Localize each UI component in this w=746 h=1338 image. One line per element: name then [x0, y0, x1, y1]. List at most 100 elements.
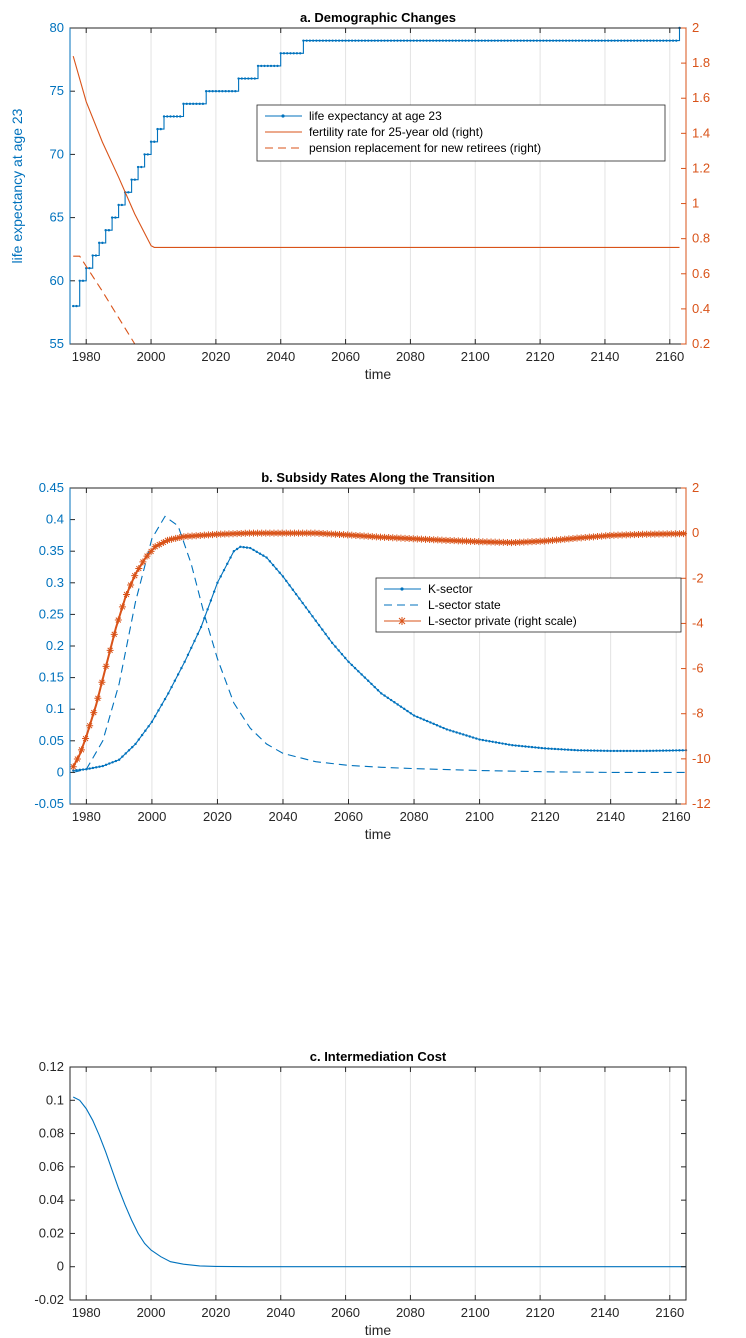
series-point [503, 39, 506, 42]
series-point [298, 52, 302, 55]
series-point [629, 749, 632, 753]
series-point [372, 533, 380, 541]
series-point [599, 749, 603, 752]
series-point [209, 599, 213, 602]
panel-c-intermediation-cost: 1980 2000 2020 2040 2060 2080 2100 2120 2140 2160… [34, 1049, 687, 1338]
series-point [269, 64, 273, 68]
series-line-0 [73, 28, 681, 307]
series-point [487, 39, 490, 42]
series-point [434, 536, 442, 544]
series-point [409, 712, 412, 715]
series-point [386, 696, 390, 700]
series-point [626, 39, 629, 42]
series-point [569, 535, 577, 543]
x-tick-label: 2140 [596, 809, 625, 824]
series-point [450, 537, 458, 545]
series-point [545, 39, 548, 42]
series-point [428, 39, 432, 42]
series-point [475, 737, 478, 740]
series-point [243, 77, 247, 80]
x-tick-label: 2000 [137, 349, 166, 364]
series-point [376, 689, 380, 692]
series-point [278, 571, 281, 574]
y-tick-label: 0.25 [39, 606, 64, 621]
series-point [491, 538, 499, 546]
series-point [422, 718, 426, 721]
y-tick-label: 0.08 [39, 1126, 64, 1141]
series-point [393, 39, 396, 42]
series-point [405, 535, 413, 543]
legend-entry: L-sector private (right scale) [428, 614, 577, 628]
series-point [373, 685, 376, 689]
y-tick-label: 0.1 [46, 1092, 64, 1107]
series-point [130, 178, 133, 181]
series-point [289, 52, 292, 55]
series-point [509, 39, 513, 42]
y-tick-label: 55 [50, 336, 64, 351]
series-point [216, 581, 219, 584]
series-point [589, 749, 593, 752]
series-point [305, 39, 308, 42]
series-point [568, 39, 571, 42]
series-point [593, 749, 596, 752]
series-point [262, 554, 265, 557]
series-point [630, 531, 638, 539]
series-point [234, 90, 237, 93]
series-point [114, 616, 122, 624]
legend-box [375, 577, 682, 633]
series-point [235, 547, 239, 551]
series-point [659, 530, 667, 538]
series-point [75, 304, 78, 308]
series-point [616, 39, 620, 42]
series-point [110, 630, 118, 638]
series-point [406, 709, 409, 713]
series-point [435, 39, 438, 42]
series-point [478, 738, 481, 741]
series-point [639, 39, 642, 42]
x-axis-label: time [365, 1322, 392, 1338]
series-point [520, 538, 528, 546]
series-point [282, 529, 290, 537]
series-point [471, 736, 475, 739]
series-point [143, 552, 151, 560]
series-point [121, 755, 124, 758]
series-point [163, 697, 167, 701]
series-point [147, 725, 150, 728]
series-point [240, 77, 244, 80]
series-point [350, 663, 353, 667]
series-point [288, 584, 291, 587]
series-point [232, 550, 236, 553]
series-point [638, 749, 642, 753]
series-point [221, 90, 224, 93]
series-point [199, 625, 203, 629]
series-point [454, 537, 462, 545]
series-point [566, 748, 570, 751]
series-point [286, 529, 294, 537]
series-point [386, 39, 389, 42]
series-point [72, 304, 75, 308]
series-point [417, 535, 425, 543]
series-point [448, 729, 452, 732]
x-tick-label: 2060 [331, 1305, 360, 1320]
series-point [182, 102, 185, 106]
x-tick-label: 2100 [465, 809, 494, 824]
series-point [337, 649, 340, 652]
y-tick-label: 0.35 [39, 543, 64, 558]
series-point [368, 533, 376, 541]
series-point [131, 745, 134, 749]
series-point [356, 532, 364, 540]
series-point [88, 266, 91, 270]
series-point [258, 552, 262, 555]
y-right-tick-label: 1.4 [692, 125, 710, 140]
series-point [405, 39, 409, 42]
series-point [140, 733, 144, 737]
series-point [245, 546, 249, 549]
series-point [479, 538, 487, 546]
series-point [151, 543, 159, 551]
series-point [347, 660, 350, 663]
series-point [603, 39, 607, 42]
series-group [72, 1096, 686, 1268]
series-point [412, 714, 416, 717]
series-point [131, 572, 139, 580]
series-point [418, 39, 422, 42]
